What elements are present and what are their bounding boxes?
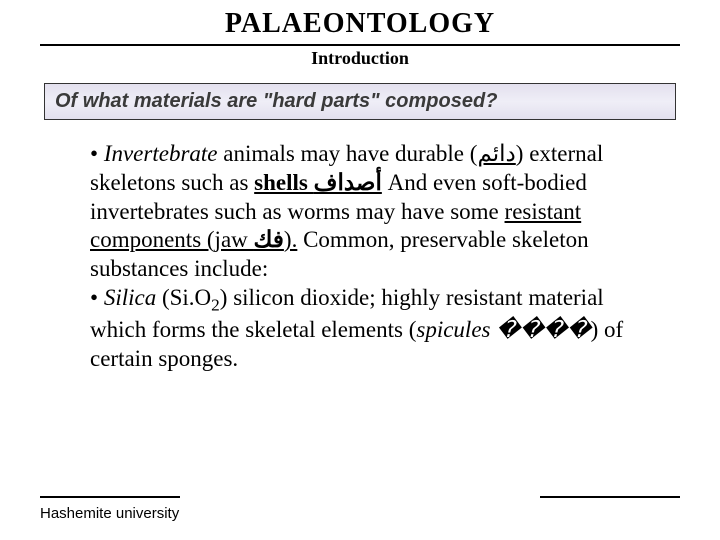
text: animals may have durable ( bbox=[218, 141, 478, 166]
arabic-text: أصداف bbox=[314, 170, 382, 195]
arabic-text: فك bbox=[254, 227, 284, 252]
arabic-text: دائم bbox=[477, 141, 515, 166]
footer-text: Hashemite university bbox=[40, 505, 179, 522]
footer-divider-right bbox=[540, 496, 680, 498]
footer-divider-left bbox=[40, 496, 180, 498]
placeholder-glyphs: ���� bbox=[496, 317, 590, 342]
page-title: PALAEONTOLOGY bbox=[0, 8, 720, 40]
subscript: 2 bbox=[211, 295, 220, 314]
question-text: Of what materials are "hard parts" compo… bbox=[55, 90, 665, 113]
body-content: • Invertebrate animals may have durable … bbox=[90, 140, 660, 373]
question-box: Of what materials are "hard parts" compo… bbox=[44, 83, 676, 120]
bullet: • bbox=[90, 141, 98, 166]
text: Invertebrate bbox=[104, 141, 218, 166]
subtitle: Introduction bbox=[0, 48, 720, 69]
bullet: • bbox=[90, 285, 98, 310]
text: Silica bbox=[104, 285, 156, 310]
text: spicules bbox=[416, 317, 496, 342]
title-divider bbox=[40, 44, 680, 46]
shells-label: shells bbox=[254, 170, 313, 195]
title-block: PALAEONTOLOGY bbox=[0, 0, 720, 40]
text: ). bbox=[284, 227, 297, 252]
text: (Si.O bbox=[156, 285, 211, 310]
